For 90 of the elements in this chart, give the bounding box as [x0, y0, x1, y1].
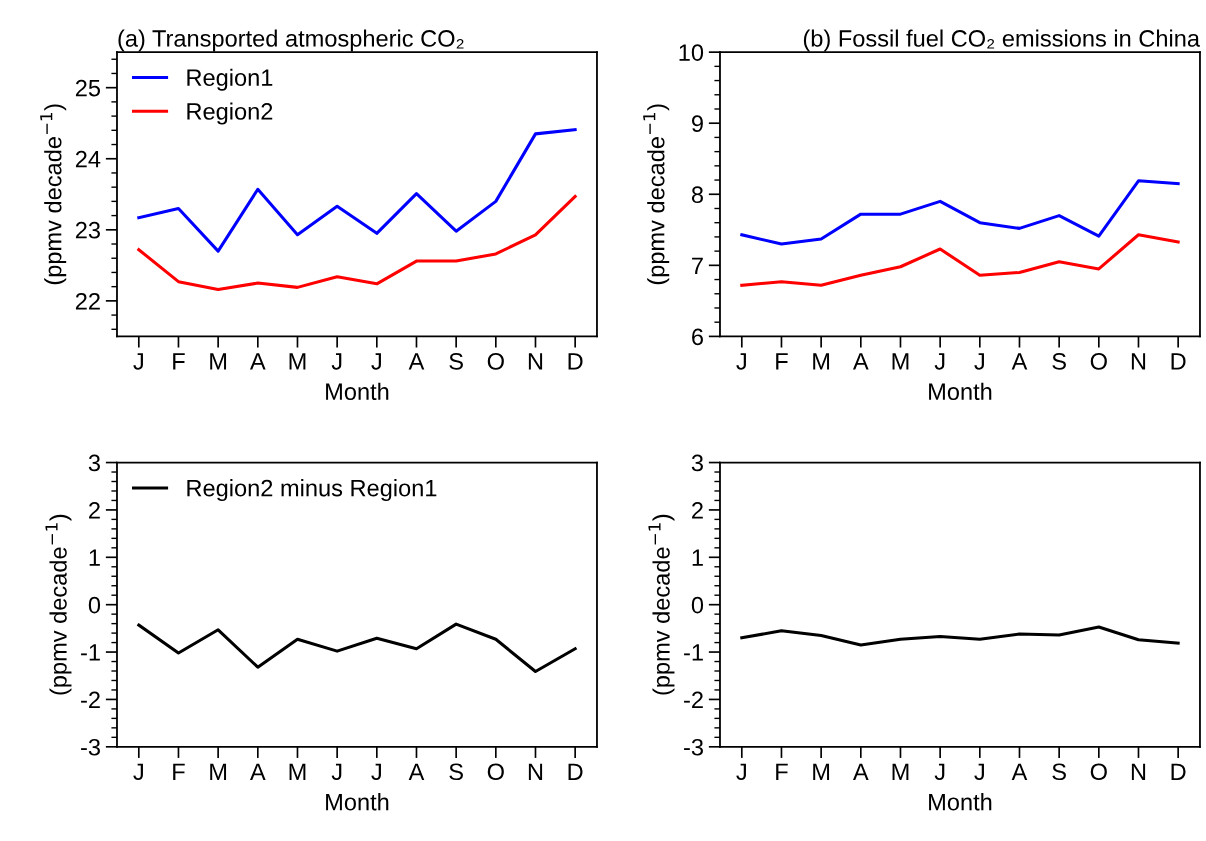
x-axis-title: Month [929, 382, 992, 401]
x-tick-label: A [852, 353, 869, 370]
x-axis-title: Month [929, 793, 992, 811]
y-axis-title: (ppmv decade$^{−1}$) [40, 104, 67, 285]
legend-label: Region1 [187, 68, 273, 91]
x-tick-label: J [331, 763, 342, 781]
x-tick-label: J [974, 763, 984, 781]
y-tick-label: 22 [75, 292, 100, 310]
x-tick-label: A [408, 763, 425, 780]
y-axis-title: (ppmv decade$^{−1}$) [643, 104, 670, 285]
x-tick-label: N [528, 353, 543, 370]
y-tick-label: 2 [692, 501, 703, 519]
y-tick-label: -1 [81, 644, 100, 661]
x-tick-label: F [173, 763, 185, 780]
x-tick-label: M [210, 763, 227, 780]
x-tick-label: N [1131, 763, 1146, 780]
x-tick-label: A [249, 353, 266, 370]
x-tick-label: A [249, 763, 266, 780]
y-tick-label: 1 [89, 549, 100, 566]
line-series [137, 622, 577, 674]
x-tick-label: F [776, 763, 788, 780]
y-axis-title: (ppmv decade$^{−1}$) [45, 514, 72, 695]
x-tick-label: M [892, 763, 909, 780]
x-tick-label: M [289, 763, 306, 780]
x-tick-label: D [568, 763, 583, 780]
line-series [740, 179, 1180, 246]
y-tick-label: 25 [75, 79, 101, 97]
line-series [137, 128, 577, 253]
x-tick-label: J [974, 353, 984, 370]
x-tick-label: M [892, 353, 909, 370]
chart-title: (b) Fossil fuel CO₂ emissions in China [803, 29, 1200, 52]
legend-label: Region2 minus Region1 [187, 479, 437, 502]
y-tick-label: 9 [691, 115, 703, 132]
x-tick-label: O [1090, 353, 1107, 370]
y-tick-label: 10 [679, 44, 704, 61]
x-tick-label: J [133, 763, 143, 781]
x-tick-label: O [487, 353, 504, 370]
y-axis-title: (ppmv decade$^{−1}$) [648, 514, 675, 695]
x-tick-label: S [449, 353, 463, 370]
x-tick-label: M [289, 353, 306, 370]
x-tick-label: J [331, 353, 342, 370]
x-tick-label: S [1052, 353, 1066, 370]
y-tick-label: 6 [692, 328, 703, 346]
x-tick-label: A [1011, 763, 1028, 780]
y-tick-label: -3 [684, 738, 703, 756]
line-series [740, 233, 1180, 287]
x-tick-label: J [133, 353, 143, 370]
x-tick-label: J [736, 763, 746, 781]
line-series [740, 625, 1180, 647]
x-tick-label: J [934, 763, 945, 781]
y-tick-label: -2 [81, 691, 100, 708]
x-tick-label: S [449, 763, 463, 781]
y-tick-label: 3 [88, 454, 100, 472]
y-tick-label: 3 [691, 454, 703, 472]
x-tick-label: F [173, 353, 185, 370]
y-tick-label: 2 [89, 501, 100, 519]
line-series [137, 194, 577, 292]
legend-label: Region2 [187, 102, 273, 125]
x-tick-label: O [1090, 763, 1107, 781]
x-tick-label: M [813, 353, 830, 370]
x-tick-label: J [371, 353, 381, 370]
x-tick-label: O [487, 763, 504, 781]
x-tick-label: M [210, 353, 227, 370]
x-tick-label: J [736, 353, 746, 370]
x-tick-label: N [528, 763, 543, 780]
y-tick-label: -2 [684, 691, 703, 708]
y-tick-label: 8 [691, 186, 703, 204]
chart-title: (a) Transported atmospheric CO₂ [118, 29, 464, 52]
x-axis-title: Month [326, 793, 389, 811]
x-tick-label: N [1131, 353, 1146, 370]
x-tick-label: D [1171, 763, 1186, 780]
x-tick-label: S [1052, 763, 1066, 781]
x-tick-label: J [934, 353, 945, 370]
x-tick-label: J [371, 763, 381, 781]
y-tick-label: 0 [691, 596, 704, 614]
y-tick-label: 23 [75, 221, 100, 239]
x-tick-label: M [813, 763, 830, 780]
x-tick-label: F [776, 353, 788, 370]
x-tick-label: A [852, 763, 869, 780]
x-tick-label: D [1171, 353, 1186, 370]
y-tick-label: 24 [75, 150, 101, 168]
x-axis-title: Month [326, 382, 389, 401]
y-tick-label: 0 [88, 596, 101, 614]
x-tick-label: D [568, 353, 583, 370]
y-tick-label: -3 [81, 738, 100, 756]
y-tick-label: 1 [692, 549, 703, 566]
y-tick-label: 7 [692, 257, 703, 274]
x-tick-label: A [408, 353, 425, 370]
x-tick-label: A [1011, 353, 1028, 370]
y-tick-label: -1 [684, 644, 703, 661]
